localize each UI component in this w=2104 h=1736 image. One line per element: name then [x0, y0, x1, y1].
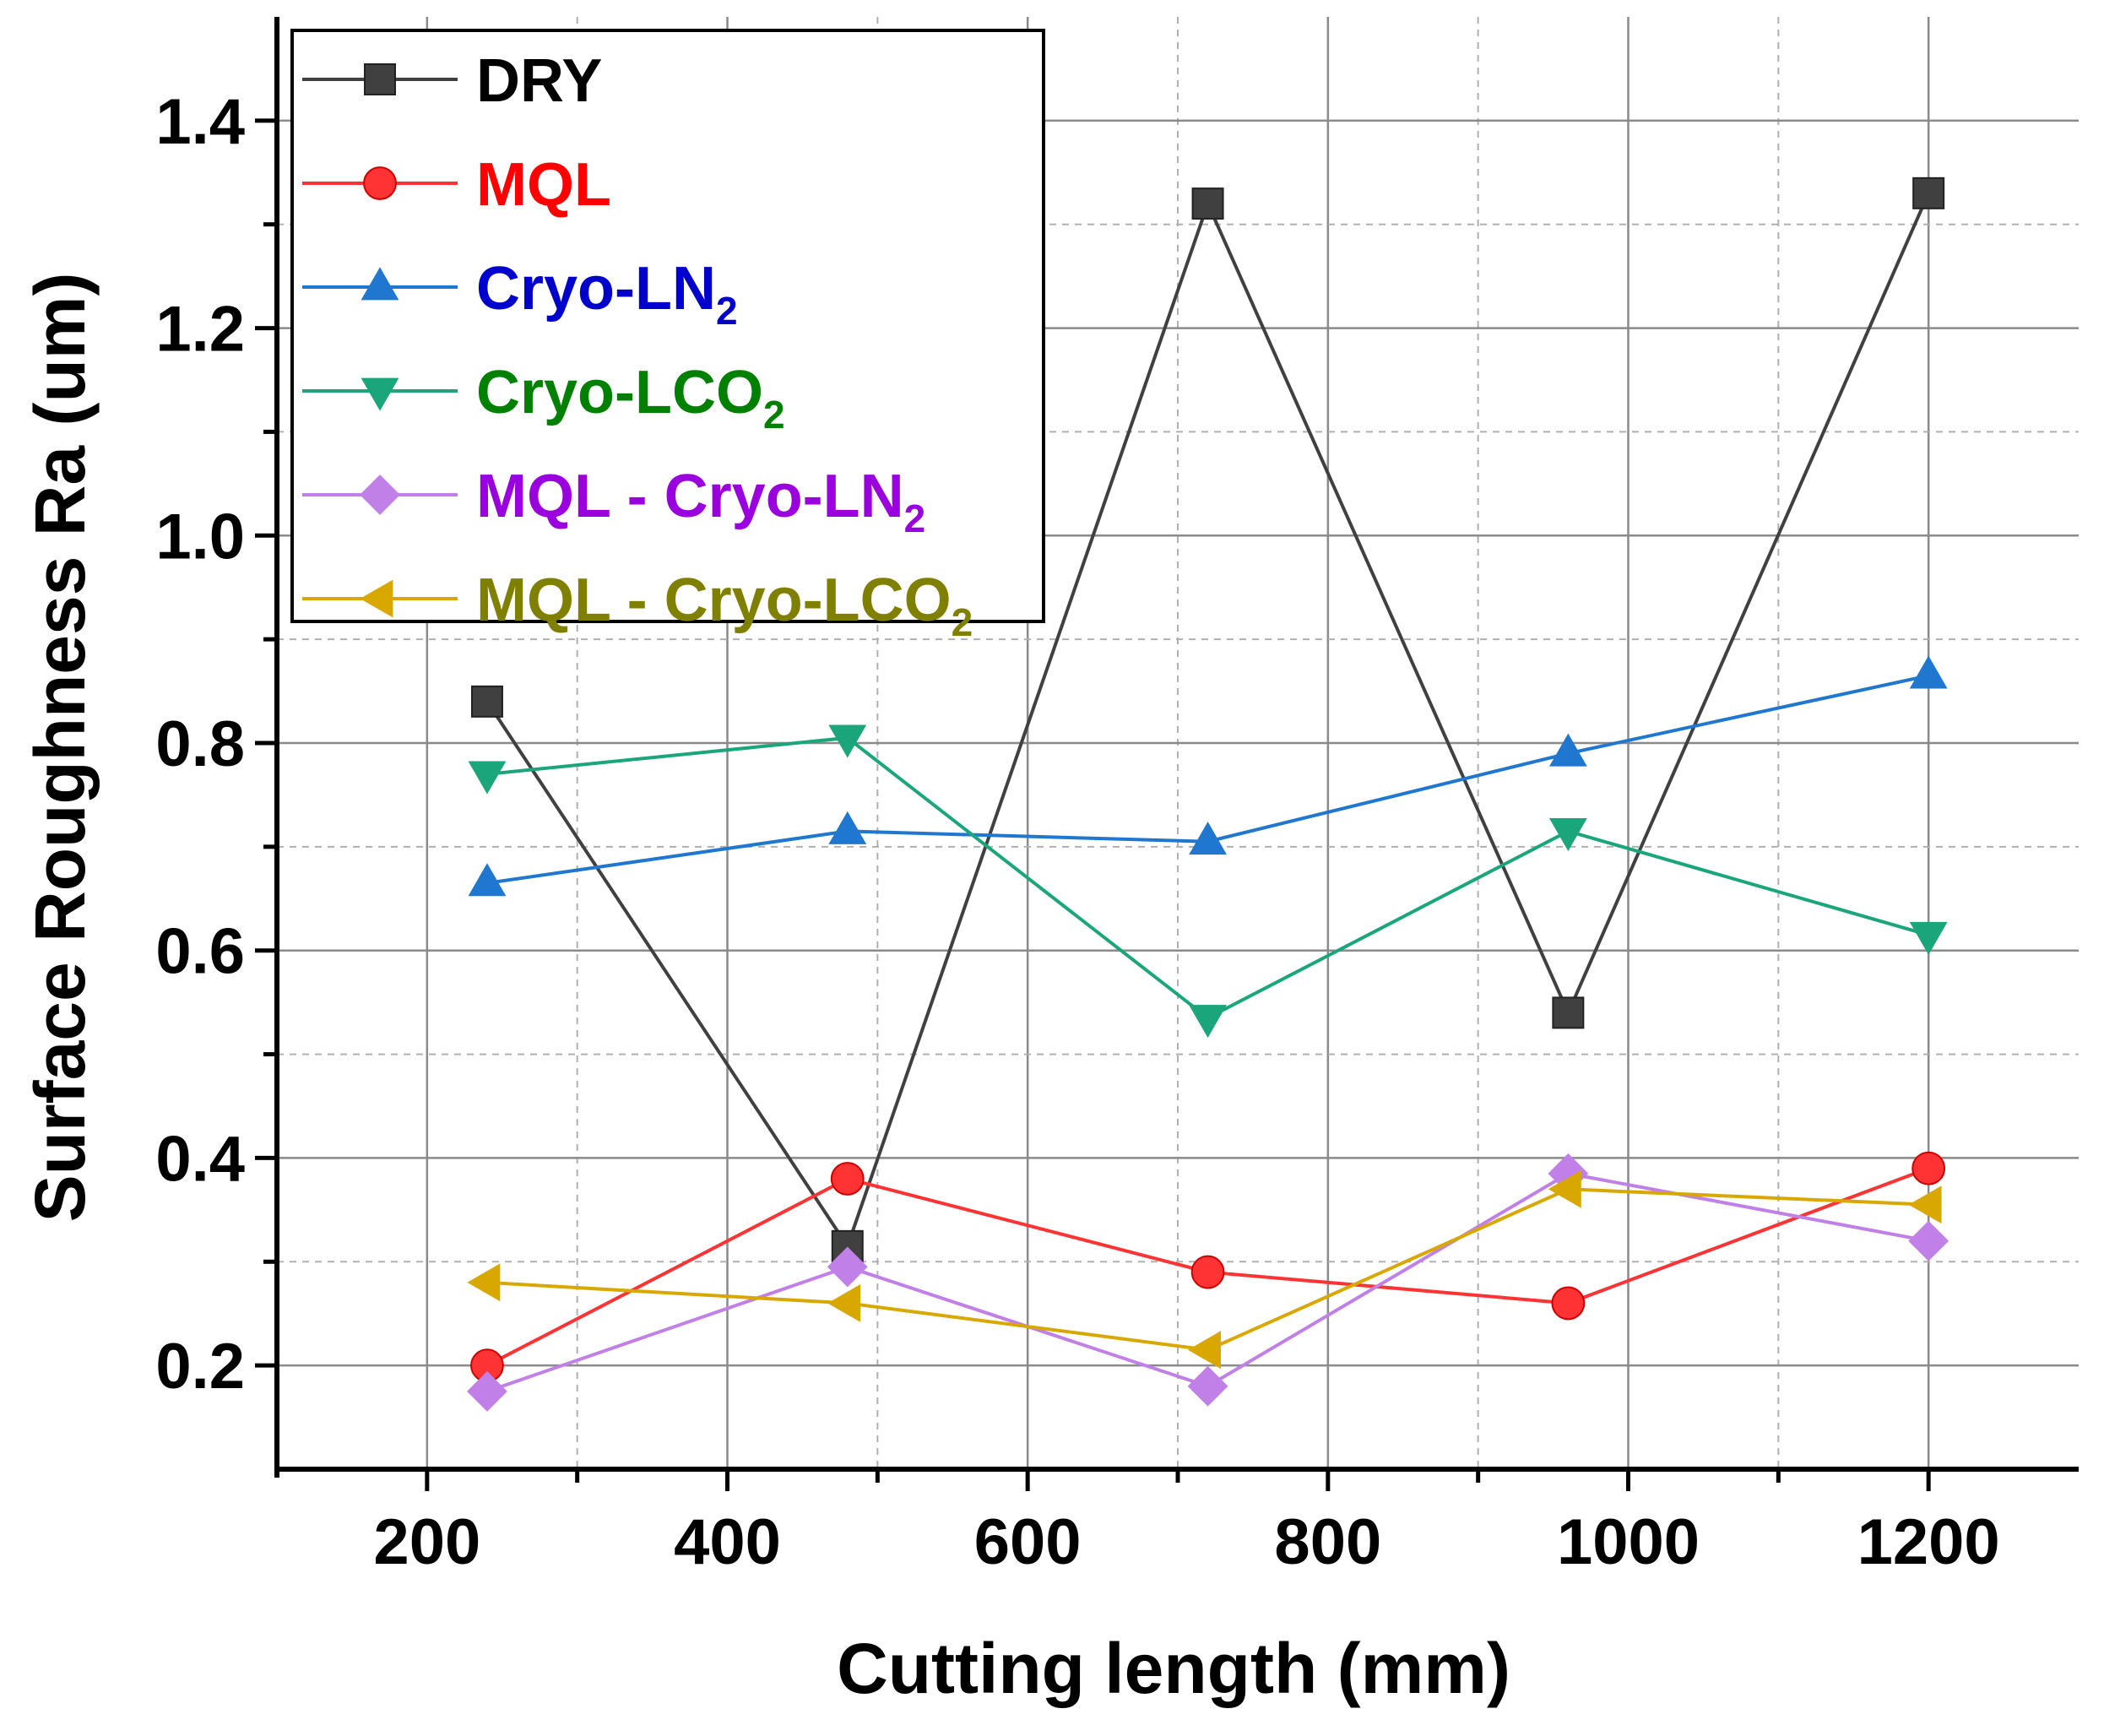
legend-label-main: DRY [476, 47, 602, 115]
legend-label: DRY [476, 47, 602, 115]
x-axis-title: Cutting length (mm) [837, 1629, 1510, 1708]
data-point [1187, 1365, 1228, 1407]
data-point [1548, 733, 1587, 767]
data-point [1551, 1286, 1586, 1321]
legend-label-subscript: 2 [952, 600, 973, 644]
legend-label: Cryo-LN2 [476, 255, 738, 333]
axes [255, 17, 2079, 1491]
legend-label-main: MQL - Cryo-LN [476, 463, 904, 530]
legend-label-subscript: 2 [763, 393, 785, 437]
y-tick-label: 0.6 [155, 916, 245, 988]
data-point [1912, 176, 1945, 209]
legend-marker [360, 475, 400, 515]
x-tick-label: 1200 [1857, 1506, 2000, 1578]
data-point [467, 1263, 501, 1302]
legend-label: MQL - Cryo-LCO2 [476, 567, 973, 644]
series-mql-cryo-ln2 [467, 1153, 1949, 1412]
series-cryo-ln2 [468, 655, 1948, 897]
y-tick-label: 0.2 [155, 1331, 245, 1402]
data-point [1190, 1255, 1225, 1289]
y-tick-label: 0.8 [155, 708, 245, 780]
data-point [468, 863, 507, 897]
legend-label: Cryo-LCO2 [476, 359, 785, 437]
legend-box [290, 29, 1045, 623]
legend-entry: MQL - Cryo-LN2 [302, 463, 925, 540]
data-point [1189, 1005, 1227, 1039]
legend-entry: Cryo-LCO2 [302, 359, 785, 437]
legend-label: MQL [476, 151, 611, 219]
y-tick-label: 1.0 [155, 501, 245, 572]
data-point [1548, 818, 1587, 852]
legend-label-subscript: 2 [716, 289, 738, 333]
data-point [1909, 921, 1948, 955]
data-point [1552, 996, 1585, 1029]
data-point [470, 685, 503, 718]
legend-marker [363, 166, 397, 200]
x-tick-label: 1000 [1557, 1506, 1700, 1578]
legend-entry: Cryo-LN2 [302, 255, 738, 333]
data-point [1908, 1185, 1942, 1224]
y-tick-label: 0.4 [155, 1123, 245, 1195]
data-point [468, 761, 507, 795]
legend-entry: MQL - Cryo-LCO2 [302, 567, 973, 644]
legend-entry: MQL [302, 151, 611, 219]
data-point [1911, 1151, 1946, 1185]
data-point [1909, 655, 1948, 689]
data-point [1187, 1331, 1221, 1370]
legend-label-main: Cryo-LN [476, 255, 716, 323]
data-point [827, 1246, 868, 1288]
legend-marker [364, 63, 396, 95]
y-axis-title: Surface Roughness Ra (um) [20, 273, 100, 1223]
legend-label-main: Cryo-LCO [476, 359, 763, 426]
data-point [1548, 1169, 1581, 1208]
x-tick-label: 400 [674, 1506, 781, 1578]
series-mql-cryo-lco2 [467, 1169, 1942, 1370]
series-plot [467, 176, 1949, 1412]
legend-label-subscript: 2 [904, 496, 926, 540]
data-point [467, 1370, 507, 1412]
y-tick-label: 1.4 [155, 86, 245, 158]
series-cryo-lco2 [468, 724, 1948, 1039]
data-point [1191, 187, 1224, 220]
data-point [828, 811, 867, 844]
tick-labels: 200 400 600 800 1000 1200 0.2 0.4 0.6 0.8 1.0 1.2 1.… [155, 86, 1999, 1578]
y-tick-label: 1.2 [155, 294, 245, 366]
x-tick-label: 800 [1274, 1506, 1381, 1578]
legend-label-main: MQL [476, 151, 611, 219]
data-point [828, 724, 867, 758]
legend-label: MQL - Cryo-LN2 [476, 463, 925, 540]
data-point [1908, 1220, 1949, 1261]
data-point [830, 1162, 865, 1196]
legend-marker [361, 377, 399, 411]
x-tick-label: 600 [974, 1506, 1082, 1578]
legend-marker [361, 267, 399, 301]
series-mql [470, 1151, 1946, 1383]
series-dry [470, 176, 1945, 1262]
data-point [1189, 822, 1227, 855]
legend-label-main: MQL - Cryo-LCO [476, 567, 952, 634]
legend-marker [360, 579, 393, 618]
x-tick-label: 200 [373, 1506, 480, 1578]
legend-entry: DRY [302, 47, 602, 115]
grid [277, 17, 2079, 1469]
data-point [827, 1283, 861, 1322]
